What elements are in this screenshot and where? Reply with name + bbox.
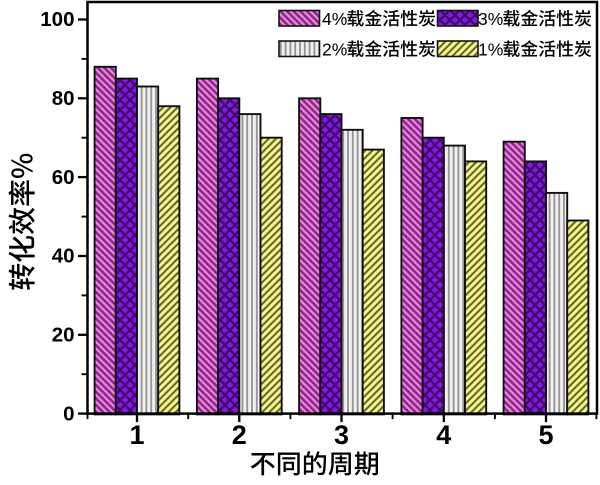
svg-text:1%: 1% (478, 40, 503, 60)
svg-text:1: 1 (129, 420, 144, 450)
svg-text:2: 2 (232, 420, 247, 450)
svg-text:4%: 4% (322, 9, 347, 29)
svg-text:0: 0 (63, 402, 74, 425)
svg-text:60: 60 (52, 166, 75, 189)
svg-text:40: 40 (52, 245, 75, 268)
svg-text:2%: 2% (322, 40, 347, 60)
svg-text:100: 100 (40, 8, 74, 31)
svg-text:20: 20 (52, 324, 75, 347)
svg-text:3%: 3% (478, 9, 503, 29)
svg-text:5: 5 (538, 420, 553, 450)
svg-text:3: 3 (334, 420, 349, 450)
svg-text:80: 80 (52, 87, 75, 110)
svg-text:4: 4 (436, 420, 451, 450)
